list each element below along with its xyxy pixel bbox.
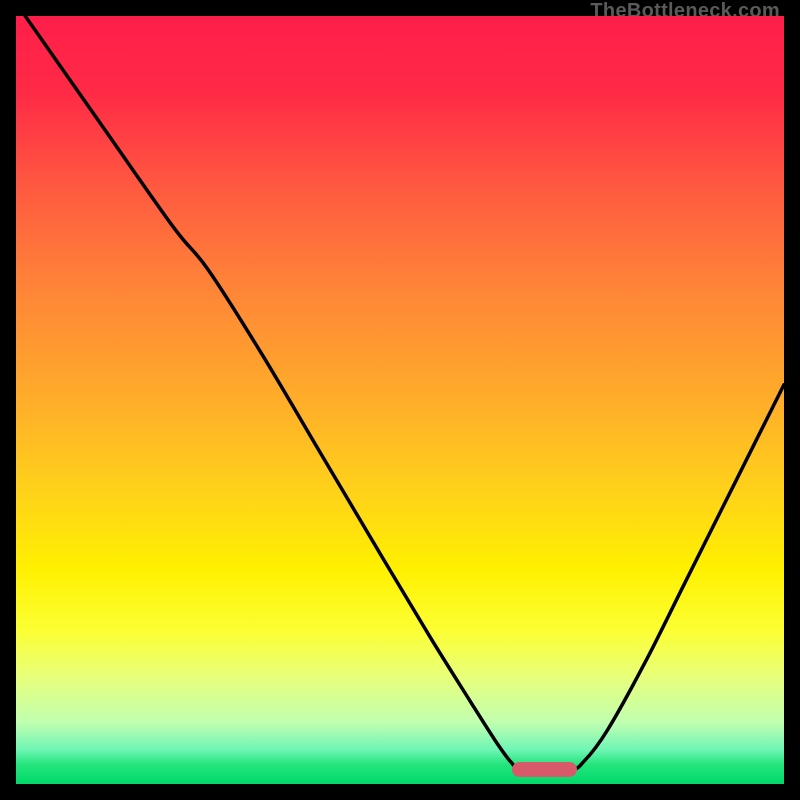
bottleneck-chart: TheBottleneck.com: [0, 0, 800, 800]
optimal-marker: [512, 762, 577, 777]
bottleneck-curve: [16, 16, 784, 784]
plot-area: [16, 16, 784, 784]
